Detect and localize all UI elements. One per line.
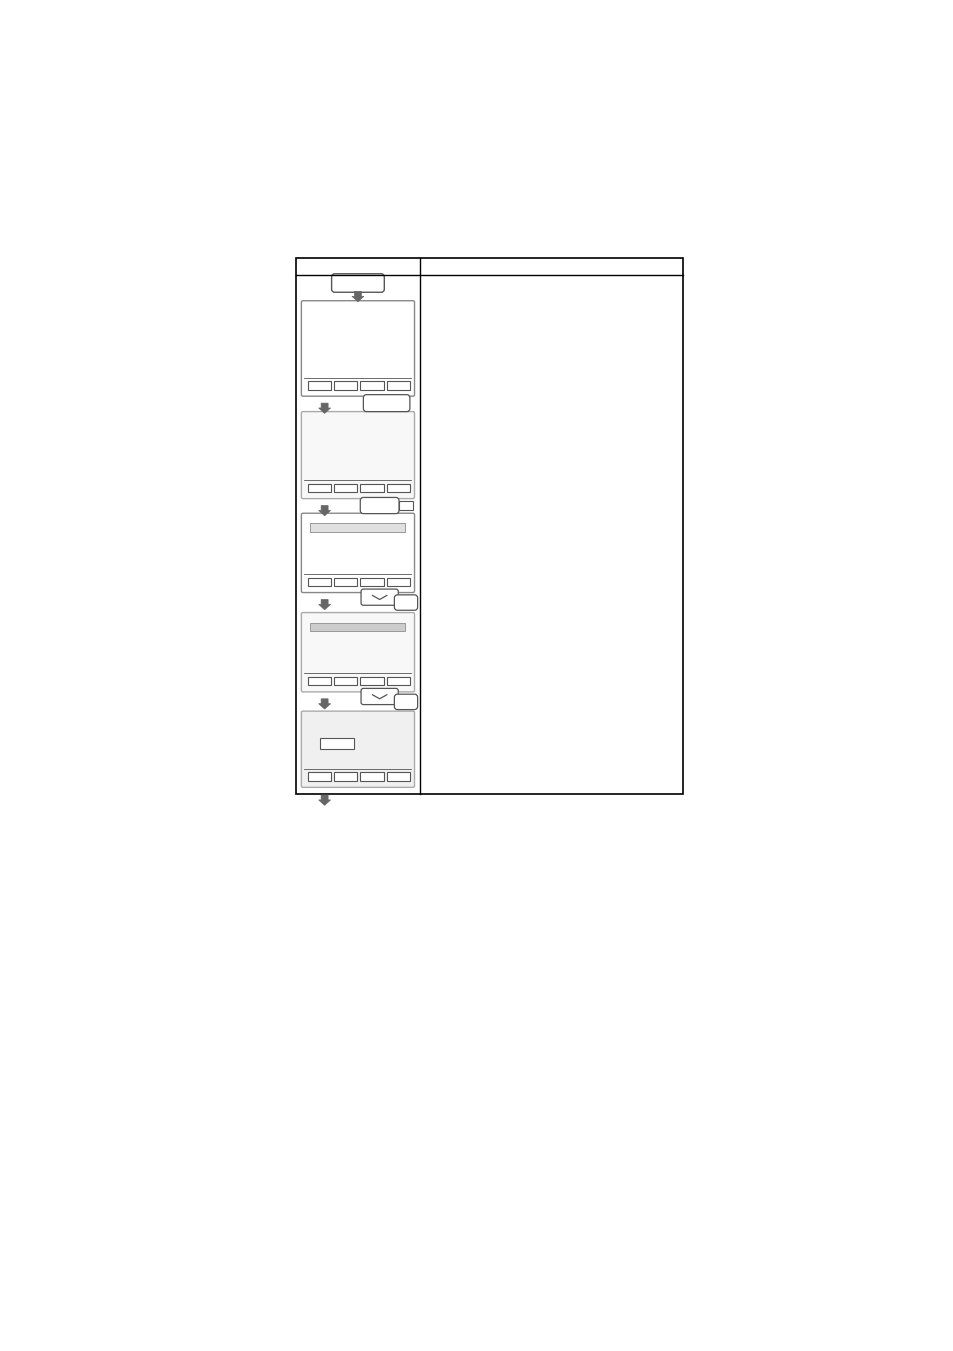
- FancyBboxPatch shape: [360, 689, 397, 705]
- Bar: [360, 577, 383, 586]
- Bar: [360, 677, 383, 685]
- Bar: [334, 381, 356, 389]
- FancyBboxPatch shape: [360, 589, 397, 605]
- Bar: [398, 501, 413, 511]
- Polygon shape: [318, 794, 331, 805]
- Bar: [307, 577, 331, 586]
- Bar: [319, 738, 354, 748]
- Bar: [386, 677, 410, 685]
- FancyBboxPatch shape: [301, 301, 415, 396]
- FancyBboxPatch shape: [301, 612, 415, 692]
- Bar: [386, 577, 410, 586]
- FancyBboxPatch shape: [394, 594, 417, 611]
- Bar: [334, 773, 356, 781]
- FancyBboxPatch shape: [363, 394, 410, 412]
- Bar: [334, 484, 356, 492]
- Bar: [307, 381, 331, 389]
- Bar: [307, 677, 331, 685]
- Bar: [334, 577, 356, 586]
- FancyBboxPatch shape: [301, 513, 415, 593]
- Bar: [310, 623, 405, 631]
- Polygon shape: [318, 600, 331, 609]
- Bar: [360, 381, 383, 389]
- Bar: [360, 773, 383, 781]
- Bar: [307, 484, 331, 492]
- Polygon shape: [318, 505, 331, 516]
- FancyBboxPatch shape: [301, 711, 415, 788]
- Bar: [360, 484, 383, 492]
- Bar: [386, 381, 410, 389]
- FancyBboxPatch shape: [332, 274, 384, 292]
- FancyBboxPatch shape: [301, 412, 415, 499]
- Bar: [307, 773, 331, 781]
- Bar: [295, 258, 682, 793]
- Polygon shape: [352, 292, 363, 301]
- Polygon shape: [318, 403, 331, 413]
- Bar: [334, 677, 356, 685]
- FancyBboxPatch shape: [360, 497, 398, 513]
- Bar: [386, 773, 410, 781]
- Bar: [386, 484, 410, 492]
- Bar: [310, 523, 405, 532]
- FancyBboxPatch shape: [394, 694, 417, 709]
- Polygon shape: [318, 698, 331, 709]
